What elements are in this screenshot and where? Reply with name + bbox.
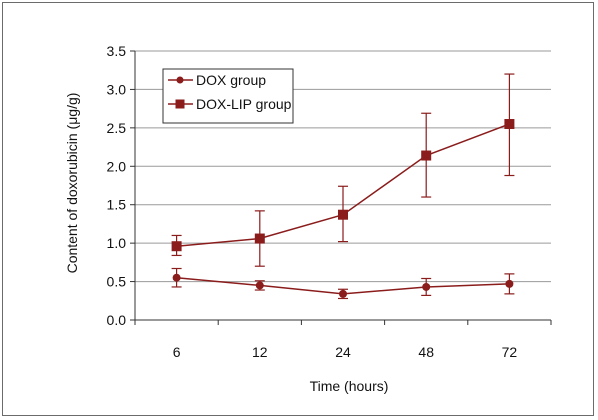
data-point: [255, 281, 264, 290]
legend-marker-square: [175, 99, 185, 109]
y-tick-label: 3.5: [107, 43, 127, 59]
x-tick-label: 12: [252, 344, 268, 360]
x-tick-label: 6: [173, 344, 181, 360]
data-point: [421, 150, 432, 161]
legend-marker-circle: [176, 76, 184, 84]
line-chart: 0.0 0.5 1.0 1.5 2.0 2.5 3.0 3.5 6 12 24 48 72 Conte…: [64, 43, 552, 394]
y-tick-label: 0.5: [107, 274, 127, 290]
legend-item-dox-lip: DOX-LIP group: [168, 96, 292, 112]
data-point: [422, 282, 431, 291]
y-tick-labels: 0.0 0.5 1.0 1.5 2.0 2.5 3.0 3.5: [107, 43, 127, 328]
data-point: [254, 233, 265, 244]
y-tick-label: 2.0: [107, 158, 127, 174]
y-axis-title: Content of doxorubicin (μg/g): [64, 93, 80, 274]
x-tick-label: 72: [502, 344, 518, 360]
x-axis-title: Time (hours): [310, 378, 389, 394]
y-tick-label: 3.0: [107, 81, 127, 97]
y-tick-label: 2.5: [107, 120, 127, 136]
legend-label-dox-lip: DOX-LIP group: [196, 96, 292, 112]
series-layer: [171, 73, 515, 300]
legend-label-dox: DOX group: [196, 72, 266, 88]
data-point: [504, 119, 515, 130]
series-dox: [171, 267, 515, 300]
y-tick-label: 1.5: [107, 197, 127, 213]
data-point: [338, 209, 348, 220]
legend: DOX group DOX-LIP group: [162, 68, 294, 124]
data-point: [505, 279, 514, 288]
chart-frame: 0.0 0.5 1.0 1.5 2.0 2.5 3.0 3.5 6 12 24 48 72 Conte…: [2, 2, 594, 416]
x-tick-label: 48: [418, 344, 434, 360]
x-tick-label: 24: [335, 344, 351, 360]
legend-box: [162, 68, 294, 124]
x-tick-labels: 6 12 24 48 72: [173, 344, 518, 360]
data-point: [171, 241, 182, 252]
data-point: [339, 289, 347, 298]
legend-item-dox: DOX group: [168, 72, 266, 88]
series-dox-lip: [171, 73, 515, 267]
data-point: [172, 273, 181, 282]
y-tick-label: 1.0: [107, 235, 127, 251]
axes: [130, 50, 552, 325]
y-tick-label: 0.0: [107, 312, 127, 328]
